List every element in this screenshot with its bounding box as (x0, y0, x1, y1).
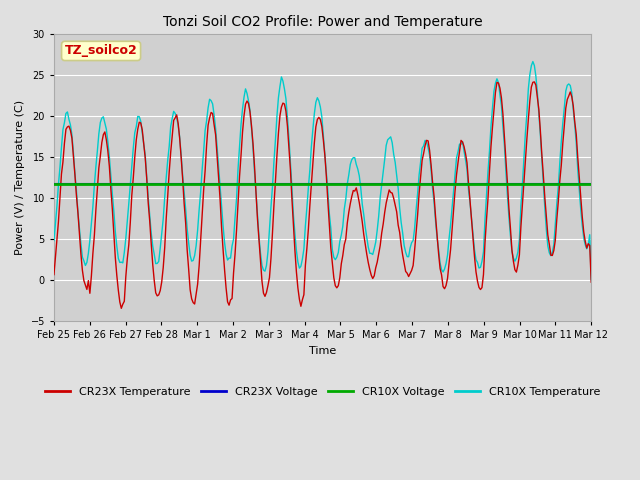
Text: TZ_soilco2: TZ_soilco2 (65, 45, 138, 58)
X-axis label: Time: Time (309, 346, 336, 356)
Title: Tonzi Soil CO2 Profile: Power and Temperature: Tonzi Soil CO2 Profile: Power and Temper… (163, 15, 483, 29)
Bar (54, 157, 591, 198)
Y-axis label: Power (V) / Temperature (C): Power (V) / Temperature (C) (15, 100, 25, 255)
Legend: CR23X Temperature, CR23X Voltage, CR10X Voltage, CR10X Temperature: CR23X Temperature, CR23X Voltage, CR10X … (41, 383, 604, 402)
